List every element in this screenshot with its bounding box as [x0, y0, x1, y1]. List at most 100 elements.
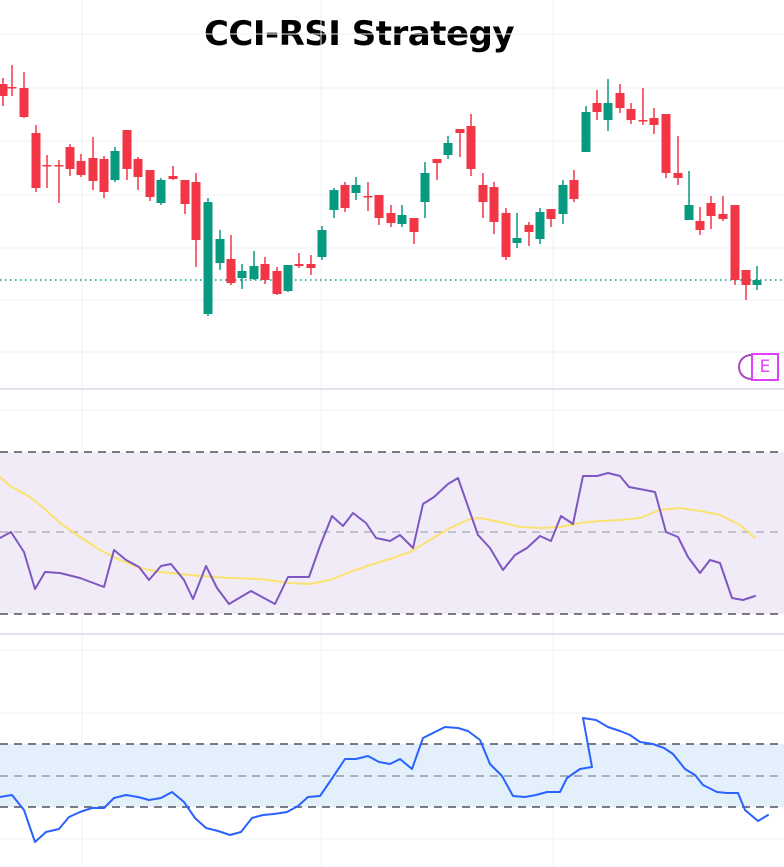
- candle: [569, 170, 579, 202]
- candle: [386, 205, 396, 227]
- candle: [168, 166, 178, 180]
- candle-body: [42, 165, 52, 167]
- candle: [215, 230, 225, 270]
- candle: [752, 266, 762, 290]
- candle-body: [615, 93, 625, 108]
- candle-body: [260, 264, 270, 280]
- candle-body: [249, 266, 259, 279]
- cci-line: [0, 717, 769, 843]
- candle: [695, 207, 705, 235]
- candle-body: [237, 271, 247, 278]
- candle: [340, 182, 350, 212]
- candle-body: [363, 196, 373, 198]
- candle-body: [203, 202, 213, 314]
- candle: [443, 136, 453, 159]
- candle: [535, 208, 545, 244]
- candle-body: [156, 180, 166, 203]
- candle-body: [752, 280, 762, 285]
- candle-body: [317, 230, 327, 257]
- candle-body: [524, 225, 534, 232]
- candle-body: [695, 221, 705, 230]
- candle: [110, 147, 120, 182]
- candle: [673, 136, 683, 185]
- candle: [42, 155, 52, 188]
- candle: [581, 106, 591, 152]
- candle-body: [88, 158, 98, 181]
- candle-body: [661, 114, 671, 173]
- earnings-marker-badge[interactable]: E: [751, 353, 779, 381]
- indicator-bands: [0, 279, 784, 808]
- candle-body: [638, 120, 648, 122]
- candle: [272, 267, 282, 295]
- candle: [122, 130, 132, 180]
- candle: [615, 84, 625, 113]
- candle-body: [397, 215, 407, 224]
- candle: [7, 65, 17, 96]
- candle: [237, 264, 247, 289]
- candle-body: [110, 151, 120, 180]
- candle: [661, 114, 671, 178]
- candle-body: [283, 265, 293, 291]
- candle-body: [215, 239, 225, 263]
- candle: [374, 195, 384, 225]
- candle-body: [730, 205, 740, 280]
- candle-body: [329, 190, 339, 210]
- candle-body: [340, 185, 350, 208]
- price-candles: [0, 65, 762, 316]
- candle-body: [272, 271, 282, 294]
- candle-body: [673, 173, 683, 178]
- candle-body: [19, 88, 29, 117]
- candle: [603, 79, 613, 131]
- candle: [145, 170, 155, 201]
- candle: [19, 72, 29, 118]
- candle-body: [706, 203, 716, 216]
- indicator-lines: [0, 472, 769, 843]
- candle: [306, 255, 316, 275]
- candle: [420, 162, 430, 218]
- candle-body: [420, 173, 430, 202]
- candle: [524, 222, 534, 246]
- candle-body: [718, 214, 728, 219]
- candle: [741, 270, 751, 300]
- candle-body: [432, 159, 442, 163]
- candle: [466, 114, 476, 176]
- candle-body: [226, 259, 236, 283]
- candle-body: [489, 187, 499, 222]
- candle-body: [168, 176, 178, 179]
- candle: [558, 180, 568, 224]
- candle-body: [133, 159, 143, 177]
- candle-body: [76, 161, 86, 175]
- candle-body: [180, 180, 190, 204]
- candle: [478, 173, 488, 218]
- candle-body: [626, 109, 636, 120]
- candle-body: [0, 84, 8, 96]
- candle-body: [592, 103, 602, 112]
- rsi-line: [0, 472, 756, 605]
- candle-body: [581, 112, 591, 152]
- candle: [684, 171, 694, 220]
- candle-body: [122, 130, 132, 169]
- marker-arc-icon: [738, 354, 754, 380]
- candle: [226, 235, 236, 285]
- candle: [363, 182, 373, 211]
- candle: [0, 78, 8, 106]
- candle: [432, 159, 442, 180]
- candle-body: [145, 170, 155, 197]
- candle: [249, 251, 259, 280]
- candle-body: [535, 212, 545, 239]
- candle: [592, 90, 602, 120]
- candle: [730, 205, 740, 285]
- candle: [191, 173, 201, 267]
- candle-body: [684, 205, 694, 220]
- candle: [397, 205, 407, 227]
- candle-body: [7, 87, 17, 89]
- candle: [626, 103, 636, 124]
- candle: [294, 253, 304, 268]
- candle: [65, 144, 75, 176]
- candle-body: [501, 213, 511, 257]
- candle: [31, 125, 41, 192]
- candle-body: [649, 118, 659, 125]
- candle-body: [306, 264, 316, 268]
- candle-body: [546, 209, 556, 219]
